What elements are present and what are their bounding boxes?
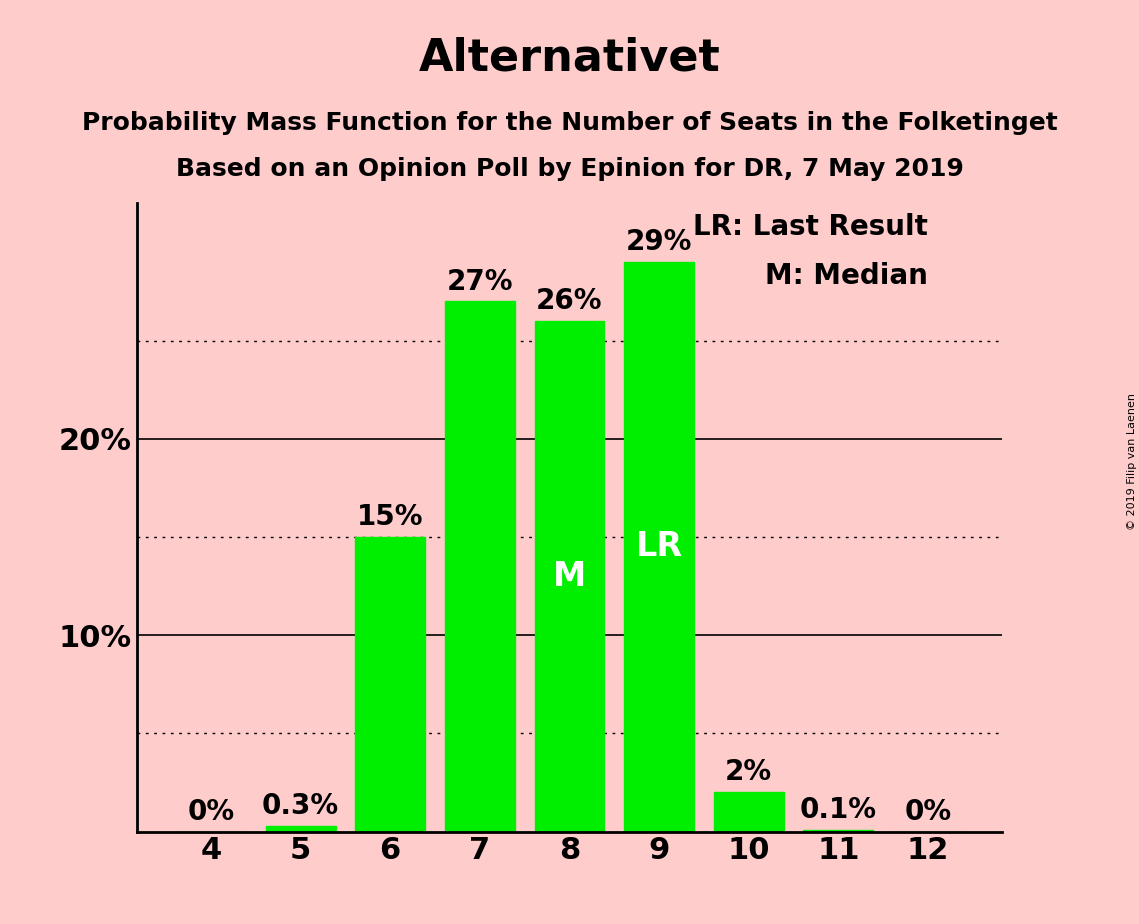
Bar <box>355 537 425 832</box>
Text: 0%: 0% <box>904 797 951 826</box>
Text: 0.1%: 0.1% <box>800 796 877 824</box>
Text: © 2019 Filip van Laenen: © 2019 Filip van Laenen <box>1126 394 1137 530</box>
Text: Alternativet: Alternativet <box>419 37 720 80</box>
Text: 2%: 2% <box>726 759 772 786</box>
Text: 29%: 29% <box>626 228 693 256</box>
Text: M: M <box>552 560 587 593</box>
Text: 27%: 27% <box>446 268 514 296</box>
Bar <box>624 262 694 832</box>
Bar <box>714 793 784 832</box>
Text: M: Median: M: Median <box>765 262 928 290</box>
Bar <box>445 301 515 832</box>
Bar <box>265 826 336 832</box>
Text: Probability Mass Function for the Number of Seats in the Folketinget: Probability Mass Function for the Number… <box>82 111 1057 135</box>
Text: 0.3%: 0.3% <box>262 792 339 820</box>
Text: 0%: 0% <box>188 797 235 826</box>
Text: LR: Last Result: LR: Last Result <box>694 213 928 241</box>
Text: Based on an Opinion Poll by Epinion for DR, 7 May 2019: Based on an Opinion Poll by Epinion for … <box>175 157 964 181</box>
Text: 26%: 26% <box>536 287 603 315</box>
Text: 15%: 15% <box>357 504 424 531</box>
Text: LR: LR <box>636 530 682 564</box>
Bar <box>803 830 874 832</box>
Bar <box>534 321 605 832</box>
